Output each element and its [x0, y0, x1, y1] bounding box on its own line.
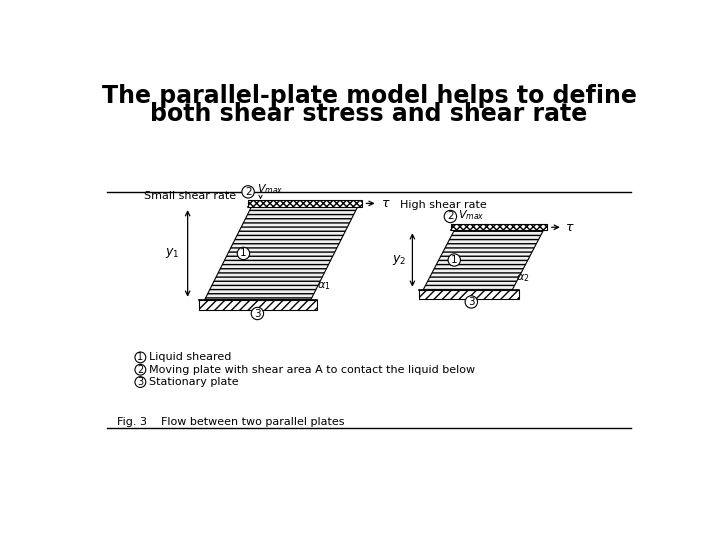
- Polygon shape: [248, 200, 362, 207]
- Text: 1: 1: [451, 255, 458, 265]
- Polygon shape: [423, 231, 544, 289]
- Text: $y_2$: $y_2$: [392, 253, 406, 267]
- Text: 3: 3: [254, 308, 261, 319]
- Text: both shear stress and shear rate: both shear stress and shear rate: [150, 102, 588, 126]
- Circle shape: [135, 352, 145, 363]
- Text: 3: 3: [138, 377, 143, 387]
- Text: Fig. 3    Flow between two parallel plates: Fig. 3 Flow between two parallel plates: [117, 417, 345, 427]
- Polygon shape: [451, 224, 547, 231]
- Text: 2: 2: [245, 187, 251, 197]
- Text: $y_1$: $y_1$: [166, 246, 180, 260]
- Text: $\tau$: $\tau$: [565, 221, 575, 234]
- Text: $\alpha_2$: $\alpha_2$: [516, 272, 530, 284]
- Text: Liquid sheared: Liquid sheared: [149, 353, 231, 362]
- Text: Small shear rate: Small shear rate: [144, 191, 236, 201]
- Text: $V_{max}$: $V_{max}$: [458, 208, 485, 222]
- Text: $\tau$: $\tau$: [381, 197, 390, 210]
- Polygon shape: [419, 289, 518, 299]
- Circle shape: [444, 210, 456, 222]
- Circle shape: [238, 247, 250, 260]
- Text: $V_{max}$: $V_{max}$: [258, 183, 284, 197]
- Text: 1: 1: [240, 248, 247, 259]
- Circle shape: [135, 377, 145, 387]
- Text: 1: 1: [138, 353, 143, 362]
- Circle shape: [242, 186, 254, 198]
- Circle shape: [135, 364, 145, 375]
- Polygon shape: [204, 207, 357, 300]
- Text: 2: 2: [138, 364, 143, 375]
- Text: 3: 3: [468, 297, 474, 307]
- Circle shape: [465, 296, 477, 308]
- Circle shape: [448, 254, 461, 266]
- Polygon shape: [199, 300, 317, 310]
- Text: 2: 2: [447, 212, 454, 221]
- Circle shape: [251, 307, 264, 320]
- Text: $\alpha_1$: $\alpha_1$: [317, 280, 330, 292]
- Text: High shear rate: High shear rate: [400, 200, 487, 210]
- Text: The parallel-plate model helps to define: The parallel-plate model helps to define: [102, 84, 636, 107]
- Text: Moving plate with shear area A to contact the liquid below: Moving plate with shear area A to contac…: [149, 364, 475, 375]
- Text: Stationary plate: Stationary plate: [149, 377, 238, 387]
